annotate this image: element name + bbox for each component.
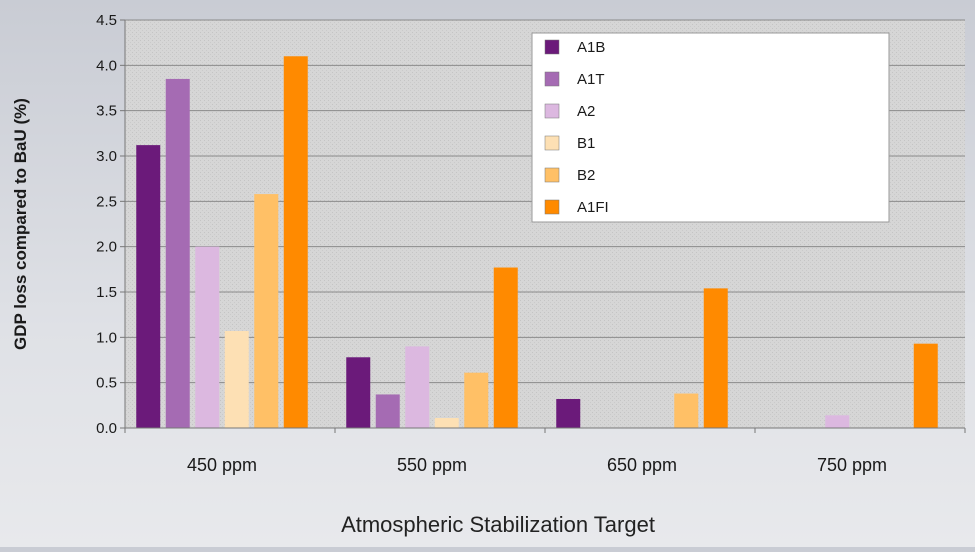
x-tick-label: 450 ppm bbox=[187, 455, 257, 475]
y-tick-label: 3.0 bbox=[96, 148, 117, 165]
y-tick-label: 0.5 bbox=[96, 375, 117, 392]
bar-a1t-550-ppm bbox=[375, 394, 400, 428]
legend-swatch-a1fi bbox=[544, 199, 560, 215]
bar-a1b-550-ppm bbox=[346, 357, 371, 428]
legend-swatch-a2 bbox=[544, 103, 560, 119]
bar-b2-450-ppm bbox=[254, 194, 279, 428]
bar-a1b-450-ppm bbox=[136, 145, 161, 428]
x-tick-label: 550 ppm bbox=[397, 455, 467, 475]
bars bbox=[136, 56, 938, 429]
legend-label-b1: B1 bbox=[577, 135, 595, 152]
bar-a1t-450-ppm bbox=[165, 78, 190, 428]
x-axis-ticks: 450 ppm 550 ppm 650 ppm 750 ppm bbox=[124, 428, 966, 475]
y-tick-label: 0.0 bbox=[96, 420, 117, 437]
legend-swatch-b1 bbox=[544, 135, 560, 151]
bar-a1fi-750-ppm bbox=[913, 343, 938, 428]
x-axis-label: Atmospheric Stabilization Target bbox=[341, 512, 655, 537]
bar-a1fi-550-ppm bbox=[493, 267, 518, 428]
bar-a2-750-ppm bbox=[825, 415, 850, 428]
x-tick-label: 650 ppm bbox=[607, 455, 677, 475]
bar-b2-650-ppm bbox=[674, 393, 699, 428]
legend: A1B A1T A2 B1 B2 A1FI bbox=[531, 32, 890, 223]
y-tick-label: 3.5 bbox=[96, 103, 117, 120]
legend-label-a1t: A1T bbox=[577, 71, 605, 88]
y-tick-label: 2.0 bbox=[96, 239, 117, 256]
legend-label-b2: B2 bbox=[577, 167, 595, 184]
bar-a1b-650-ppm bbox=[556, 398, 581, 428]
bar-a2-550-ppm bbox=[405, 346, 430, 428]
legend-swatch-a1t bbox=[544, 71, 560, 87]
y-tick-label: 2.5 bbox=[96, 193, 117, 210]
bar-a1fi-450-ppm bbox=[283, 56, 308, 429]
y-tick-label: 1.0 bbox=[96, 329, 117, 346]
bar-a2-450-ppm bbox=[195, 246, 220, 428]
bar-b1-450-ppm bbox=[224, 330, 249, 428]
legend-label-a2: A2 bbox=[577, 103, 595, 120]
legend-swatch-a1b bbox=[544, 39, 560, 55]
y-tick-label: 1.5 bbox=[96, 284, 117, 301]
x-tick-label: 750 ppm bbox=[817, 455, 887, 475]
legend-label-a1b: A1B bbox=[577, 39, 605, 56]
y-tick-label: 4.5 bbox=[96, 12, 117, 29]
legend-swatch-b2 bbox=[544, 167, 560, 183]
bar-b2-550-ppm bbox=[464, 372, 489, 428]
y-axis-ticks: 0.0 0.5 1.0 1.5 2.0 2.5 3.0 3.5 4.0 4.5 bbox=[96, 12, 125, 437]
bar-a1fi-650-ppm bbox=[703, 288, 728, 428]
legend-label-a1fi: A1FI bbox=[577, 199, 609, 216]
y-tick-label: 4.0 bbox=[96, 57, 117, 74]
y-axis-label: GDP loss compared to BaU (%) bbox=[11, 98, 30, 350]
legend-box bbox=[531, 32, 890, 223]
bar-b1-550-ppm bbox=[434, 418, 459, 428]
